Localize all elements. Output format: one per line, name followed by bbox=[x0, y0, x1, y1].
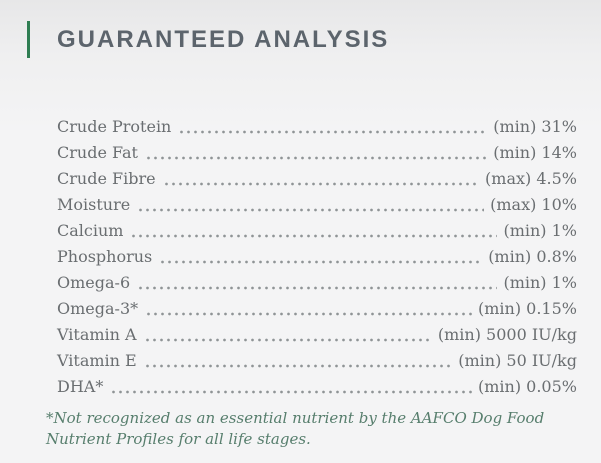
dot-leader bbox=[145, 296, 472, 322]
table-row: Crude Protein (min) 31% bbox=[57, 114, 577, 140]
nutrient-label: Crude Fibre bbox=[57, 169, 156, 188]
table-row: Calcium (min) 1% bbox=[57, 218, 577, 244]
nutrient-label: Crude Fat bbox=[57, 143, 138, 162]
table-row: Vitamin A (min) 5000 IU/kg bbox=[57, 322, 577, 348]
table-row: Vitamin E (min) 50 IU/kg bbox=[57, 348, 577, 374]
nutrient-value: (min) 1% bbox=[503, 221, 577, 240]
table-row: Omega-3* (min) 0.15% bbox=[57, 296, 577, 322]
nutrient-value: (min) 50 IU/kg bbox=[458, 351, 577, 370]
nutrient-value: (max) 10% bbox=[490, 195, 577, 214]
footnote: *Not recognized as an essential nutrient… bbox=[46, 409, 545, 448]
dot-leader bbox=[178, 114, 488, 140]
nutrient-value: (min) 31% bbox=[493, 117, 577, 136]
nutrient-value: (min) 0.05% bbox=[478, 377, 577, 396]
nutrient-label: Vitamin E bbox=[57, 351, 137, 370]
table-row: Omega-6 (min) 1% bbox=[57, 270, 577, 296]
table-row: Phosphorus (min) 0.8% bbox=[57, 244, 577, 270]
nutrient-value: (min) 14% bbox=[493, 143, 577, 162]
nutrient-value: (min) 0.15% bbox=[478, 299, 577, 318]
nutrient-label: Vitamin A bbox=[57, 325, 137, 344]
table-row: Crude Fat (min) 14% bbox=[57, 140, 577, 166]
dot-leader bbox=[143, 322, 432, 348]
dot-leader bbox=[144, 140, 488, 166]
dot-leader bbox=[143, 348, 453, 374]
nutrient-value: (max) 4.5% bbox=[485, 169, 577, 188]
accent-bar bbox=[27, 21, 30, 58]
nutrient-label: DHA* bbox=[57, 377, 104, 396]
dot-leader bbox=[110, 374, 472, 400]
dot-leader bbox=[162, 166, 480, 192]
nutrient-value: (min) 0.8% bbox=[488, 247, 577, 266]
nutrient-label: Omega-3* bbox=[57, 299, 139, 318]
dot-leader bbox=[130, 218, 498, 244]
page-title: GUARANTEED ANALYSIS bbox=[57, 25, 390, 53]
dot-leader bbox=[159, 244, 483, 270]
nutrient-label: Crude Protein bbox=[57, 117, 172, 136]
dot-leader bbox=[137, 192, 485, 218]
nutrient-label: Omega-6 bbox=[57, 273, 131, 292]
table-row: Moisture (max) 10% bbox=[57, 192, 577, 218]
table-row: Crude Fibre (max) 4.5% bbox=[57, 166, 577, 192]
nutrient-label: Moisture bbox=[57, 195, 131, 214]
section-header: GUARANTEED ANALYSIS bbox=[27, 21, 389, 58]
analysis-table: Crude Protein (min) 31% Crude Fat (min) … bbox=[57, 114, 577, 400]
dot-leader bbox=[137, 270, 498, 296]
nutrient-value: (min) 1% bbox=[503, 273, 577, 292]
nutrient-label: Calcium bbox=[57, 221, 124, 240]
nutrient-label: Phosphorus bbox=[57, 247, 153, 266]
nutrient-value: (min) 5000 IU/kg bbox=[437, 325, 577, 344]
table-row: DHA* (min) 0.05% bbox=[57, 374, 577, 400]
